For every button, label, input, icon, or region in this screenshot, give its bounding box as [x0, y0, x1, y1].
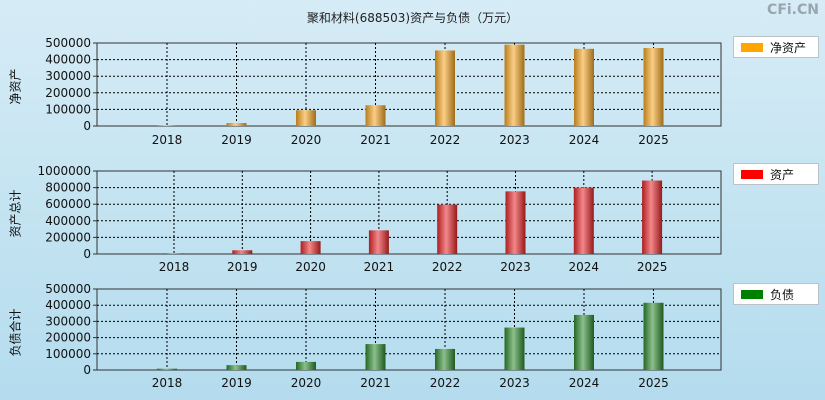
liabilities-y-axis-label: 负债合计 — [8, 308, 23, 357]
bar-liabilities-2019 — [226, 365, 247, 370]
x-tick-label: 2024 — [569, 376, 600, 390]
bar-liabilities-2024 — [574, 314, 594, 370]
bar-liabilities-2025 — [643, 302, 664, 370]
x-tick-label: 2023 — [499, 133, 530, 147]
bar-equity-2025 — [643, 47, 664, 127]
y-tick-label: 500000 — [45, 36, 91, 50]
assets-legend-swatch — [741, 169, 763, 179]
plot-frame — [96, 288, 722, 371]
x-tick-label: 2020 — [291, 133, 322, 147]
bar-liabilities-2021 — [365, 344, 386, 370]
y-tick-label: 0 — [83, 363, 91, 377]
plot-frame — [96, 42, 722, 127]
liabilities-legend-label: 负债 — [770, 287, 795, 302]
bar-equity-2021 — [365, 105, 386, 126]
bar-liabilities-2018 — [157, 368, 177, 370]
bar-liabilities-2022 — [435, 348, 455, 370]
x-tick-label: 2018 — [152, 376, 183, 390]
bar-liabilities-2023 — [504, 327, 525, 370]
y-tick-label: 400000 — [45, 53, 91, 67]
y-tick-label: 0 — [83, 119, 91, 133]
bar-equity-2024 — [574, 48, 594, 127]
equity-legend-label: 净资产 — [770, 40, 807, 55]
bar-equity-2018 — [157, 125, 177, 126]
equity-legend: 净资产 — [733, 36, 819, 58]
bar-equity-2022 — [435, 50, 455, 126]
x-tick-label: 2025 — [638, 376, 669, 390]
x-tick-label: 2021 — [360, 133, 391, 147]
x-tick-label: 2023 — [499, 376, 530, 390]
liabilities-legend: 负债 — [733, 283, 819, 305]
x-tick-label: 2022 — [430, 133, 461, 147]
x-tick-label: 2025 — [638, 133, 669, 147]
y-tick-label: 300000 — [45, 69, 91, 83]
bar-liabilities-2020 — [296, 361, 316, 370]
equity-legend-swatch — [741, 42, 763, 52]
bar-equity-2020 — [296, 110, 316, 126]
x-tick-label: 2024 — [569, 133, 600, 147]
y-tick-label: 300000 — [45, 314, 91, 328]
x-tick-label: 2018 — [152, 133, 183, 147]
x-tick-label: 2019 — [221, 376, 252, 390]
chart-title: 聚和材料(688503)资产与负债（万元） — [306, 11, 519, 25]
x-tick-label: 2021 — [360, 376, 391, 390]
x-tick-label: 2022 — [430, 376, 461, 390]
y-tick-label: 400000 — [45, 298, 91, 312]
bar-equity-2019 — [226, 123, 247, 126]
watermark-logo: CFi.CN — [767, 2, 819, 18]
bar-equity-2023 — [504, 44, 525, 126]
x-tick-label: 2019 — [221, 133, 252, 147]
x-tick-label: 2020 — [291, 376, 322, 390]
assets-legend: 资产 — [733, 163, 819, 185]
assets-legend-label: 资产 — [770, 167, 795, 182]
liabilities-legend-swatch — [741, 289, 763, 299]
y-tick-label: 100000 — [45, 347, 91, 361]
y-tick-label: 200000 — [45, 331, 91, 345]
y-tick-label: 100000 — [45, 102, 91, 116]
y-tick-label: 500000 — [45, 282, 91, 296]
y-tick-label: 200000 — [45, 86, 91, 100]
